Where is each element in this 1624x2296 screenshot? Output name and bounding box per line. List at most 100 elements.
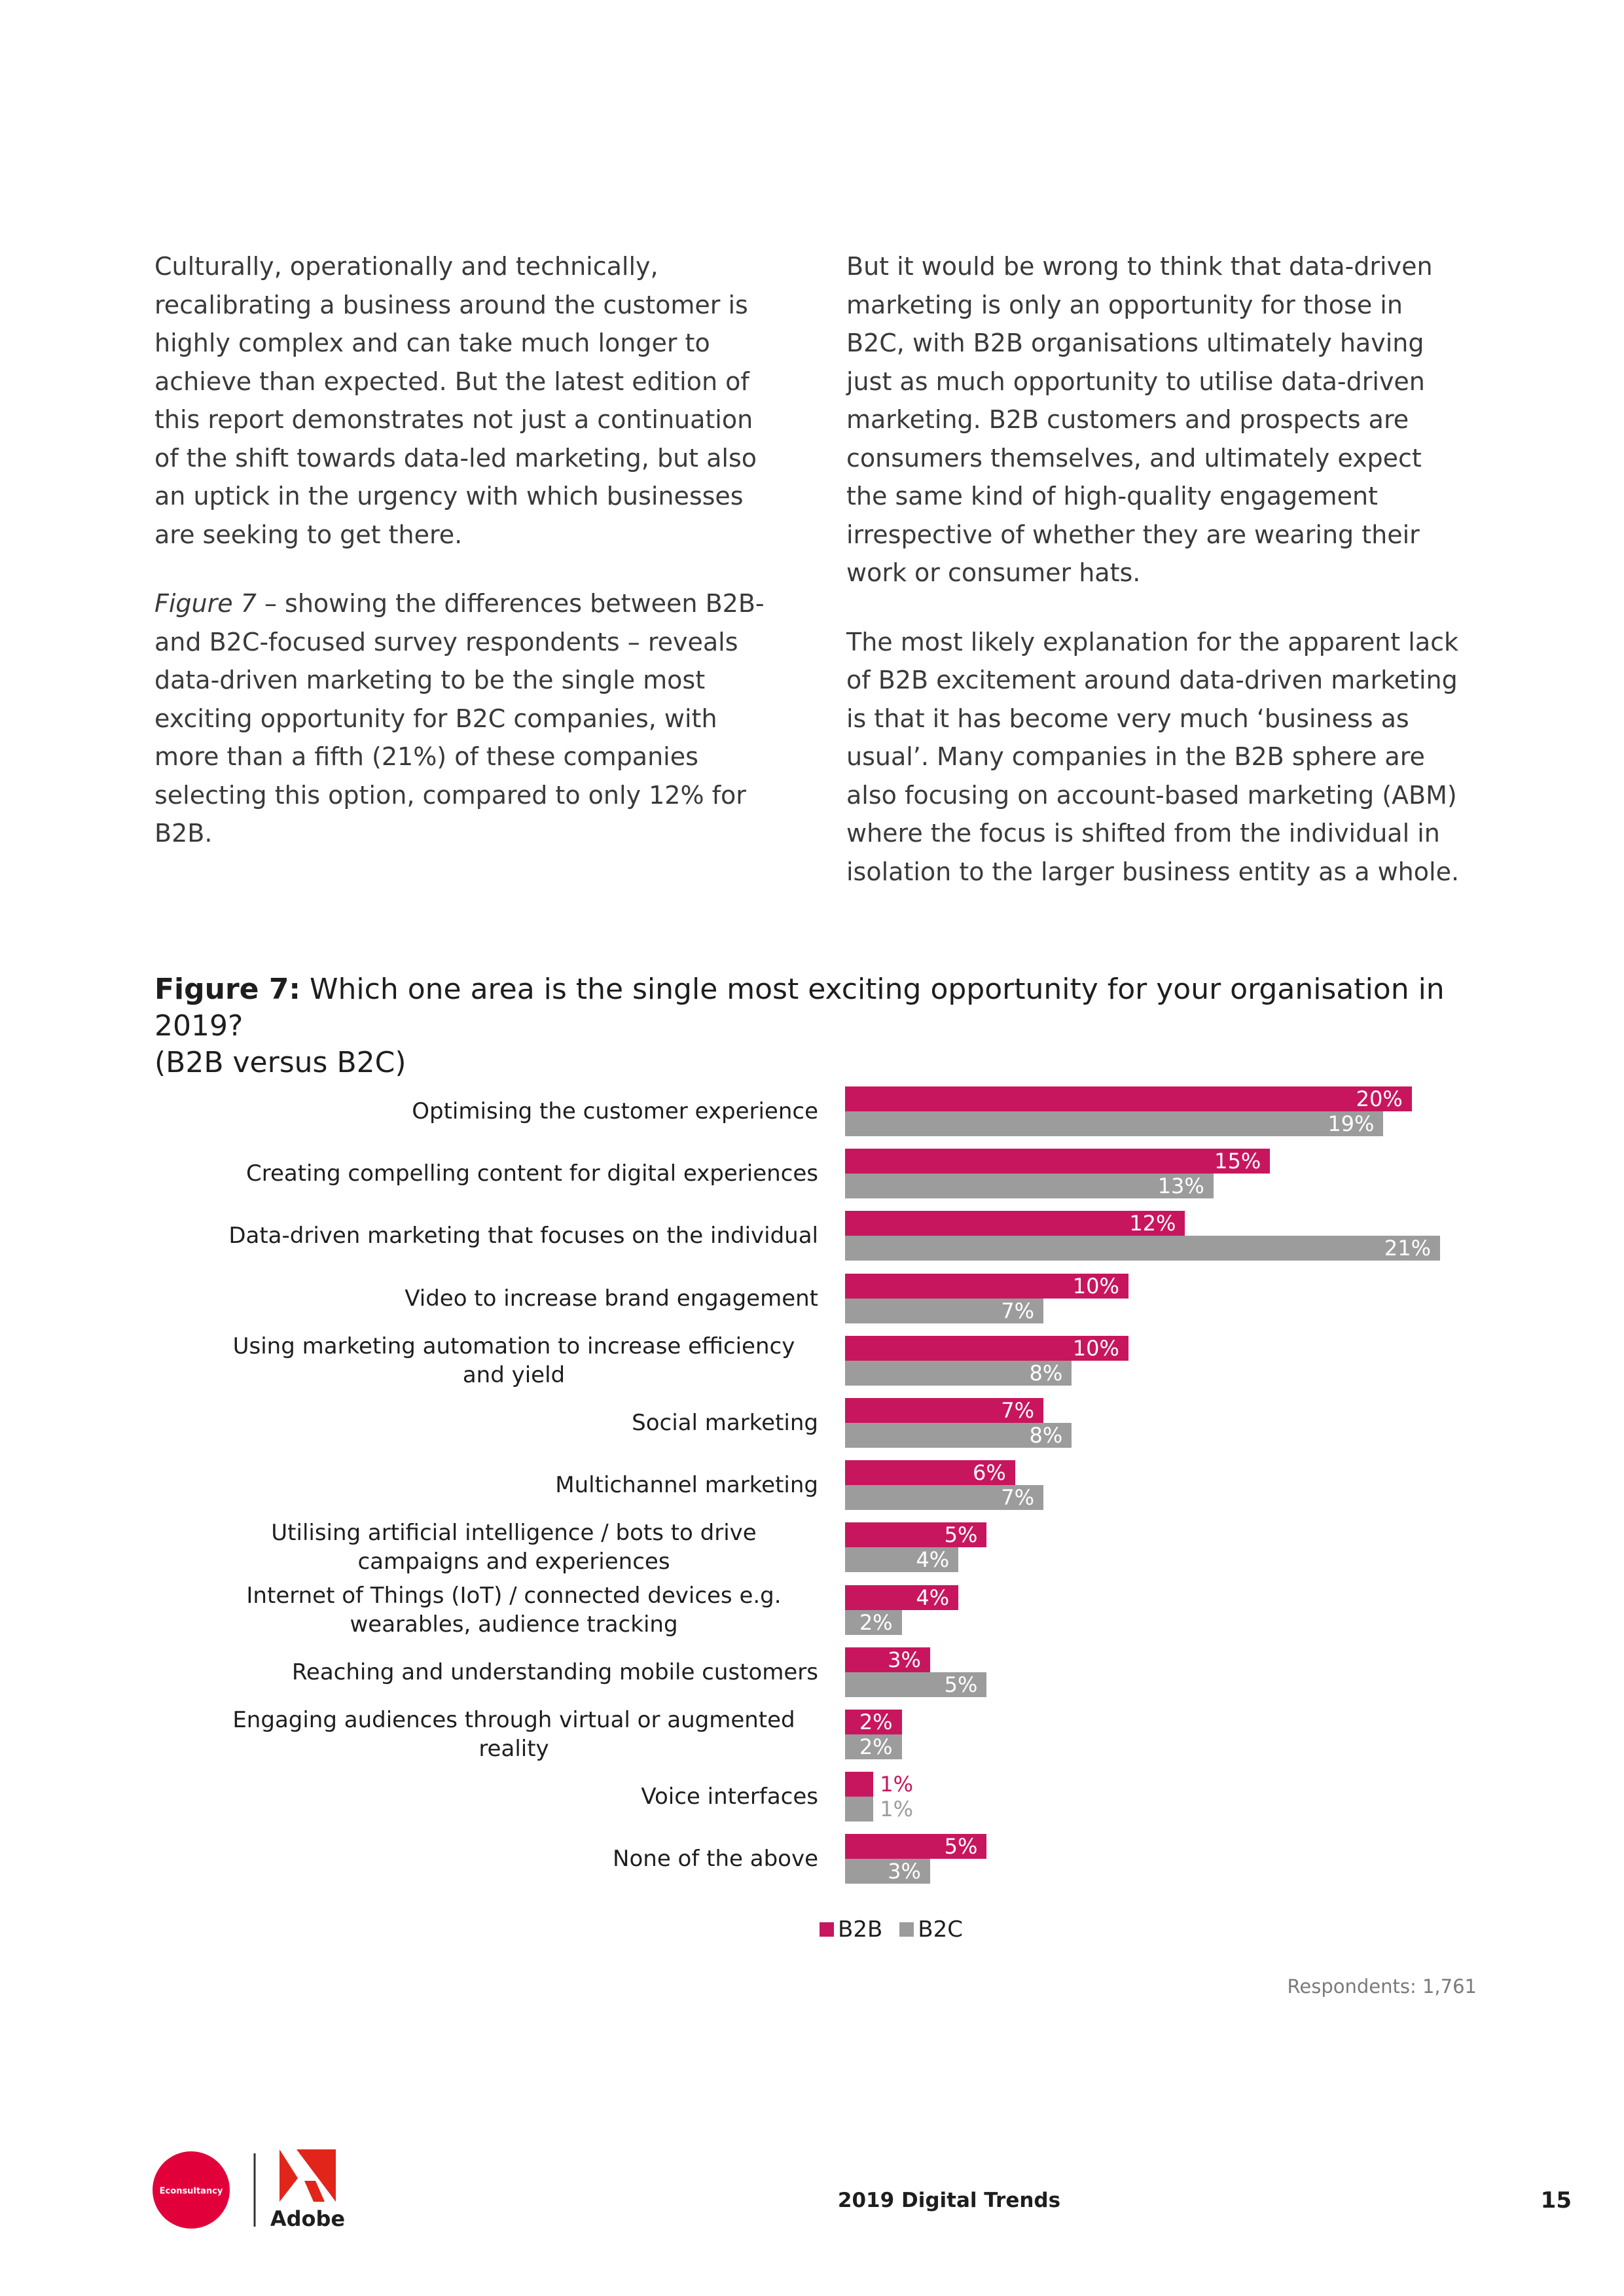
value-label: 4% [916,1547,950,1573]
paragraph: But it would be wrong to think that data… [846,252,1433,587]
value-label: 8% [1029,1360,1063,1386]
category-label: None of the above [190,1844,818,1873]
category-text: Optimising the customer experience [412,1098,818,1124]
left-column: Culturally, operationally and technicall… [154,247,773,884]
bar [845,1335,1128,1361]
value-label: 12% [1129,1211,1176,1236]
chart-subtitle: (B2B versus B2C) [154,1046,406,1079]
paragraph-text: – showing the differences between B2B- a… [154,589,765,848]
bar [845,1273,1128,1299]
category-label: Data-driven marketing that focuses on th… [190,1221,818,1250]
category-text: Utilising artificial intelligence / bots… [271,1520,757,1575]
legend-item: B2B [820,1916,882,1943]
category-text: Internet of Things (IoT) / connected dev… [246,1582,782,1638]
category-label: Engaging audiences through virtual or au… [190,1706,818,1763]
value-label: 19% [1327,1111,1375,1136]
bar [845,1672,987,1697]
publication-name: 2019 Digital Trends [837,2189,1061,2212]
bar [845,1797,874,1822]
bar [845,1360,1072,1386]
value-label: 7% [1001,1398,1034,1423]
category-label: Voice interfaces [190,1782,818,1811]
bar [845,1772,874,1797]
bar [845,1398,1043,1423]
category-label: Internet of Things (IoT) / connected dev… [190,1581,818,1639]
bar [845,1149,1271,1174]
category-text: Using marketing automation to increase e… [232,1333,795,1388]
bar [845,1547,959,1573]
value-label: 2% [859,1710,893,1734]
category-text: Voice interfaces [641,1784,818,1810]
category-text: Engaging audiences through virtual or au… [232,1707,795,1762]
legend-label: B2B [838,1916,883,1943]
category-label: Reaching and understanding mobile custom… [190,1658,818,1687]
category-label: Multichannel marketing [190,1471,818,1499]
bar [845,1609,902,1635]
value-label: 3% [888,1859,921,1884]
bar [845,1423,1072,1448]
category-text: Reaching and understanding mobile custom… [291,1659,818,1685]
bar [845,1211,1185,1236]
chart-title: Which one area is the single most exciti… [154,973,1445,1043]
logos: Econsultancy Adobe [153,2149,345,2231]
value-label: 2% [859,1734,893,1759]
adobe-mark [280,2149,336,2202]
value-label: 10% [1072,1273,1119,1299]
value-label: 21% [1384,1236,1431,1261]
right-column: But it would be wrong to think that data… [846,247,1465,922]
category-label: Using marketing automation to increase e… [190,1332,818,1390]
bar [845,1834,987,1859]
paragraph: The most likely explanation for the appa… [846,627,1460,886]
category-text: Video to increase brand engagement [405,1285,818,1312]
paragraph: Figure 7 – showing the differences betwe… [154,584,773,853]
bar [845,1485,1043,1511]
bar [845,1647,930,1672]
value-label: 2% [859,1609,893,1635]
logo-text: Adobe [270,2206,345,2231]
value-label: 15% [1214,1149,1261,1174]
value-label: 1% [880,1772,914,1797]
category-text: None of the above [613,1846,818,1873]
category-label: Social marketing [190,1408,818,1437]
value-label: 5% [944,1834,978,1859]
figure-title: Figure 7: Which one area is the single m… [154,971,1496,1081]
value-label: 5% [944,1522,978,1548]
respondents-note: Respondents: 1,761 [1287,1975,1477,1998]
category-text: Creating compelling content for digital … [245,1160,818,1187]
value-label: 8% [1029,1423,1063,1448]
bar [845,1710,902,1734]
category-text: Social marketing [632,1410,818,1436]
value-label: 7% [1001,1485,1034,1511]
bar [845,1174,1214,1199]
paragraph: Culturally, operationally and technicall… [154,252,757,549]
bar [845,1298,1043,1323]
value-label: 7% [1001,1298,1034,1323]
category-text: Data-driven marketing that focuses on th… [228,1223,818,1249]
legend-swatch [899,1922,914,1937]
category-label: Creating compelling content for digital … [190,1159,818,1188]
category-label: Utilising artificial intelligence / bots… [190,1518,818,1576]
econsultancy-logo [153,2151,230,2229]
figure-reference: Figure 7 [154,589,257,618]
bar [845,1236,1440,1261]
value-label: 13% [1157,1174,1204,1199]
value-label: 6% [972,1460,1006,1486]
category-text: Multichannel marketing [555,1472,818,1499]
legend-item: B2C [899,1916,963,1943]
value-label: 3% [888,1647,921,1672]
value-label: 10% [1072,1335,1119,1361]
page-number: 15 [1540,2187,1572,2214]
bar [845,1522,987,1548]
value-label: 20% [1356,1086,1403,1111]
bar [845,1086,1412,1111]
legend-label: B2C [918,1916,963,1943]
category-label: Optimising the customer experience [190,1097,818,1126]
bar [845,1734,902,1759]
bar [845,1460,1015,1486]
figure-label: Figure 7: [154,973,301,1006]
legend: B2B B2C [820,1916,980,1943]
bar [845,1859,930,1884]
legend-swatch [820,1922,834,1937]
category-label: Video to increase brand engagement [190,1284,818,1313]
